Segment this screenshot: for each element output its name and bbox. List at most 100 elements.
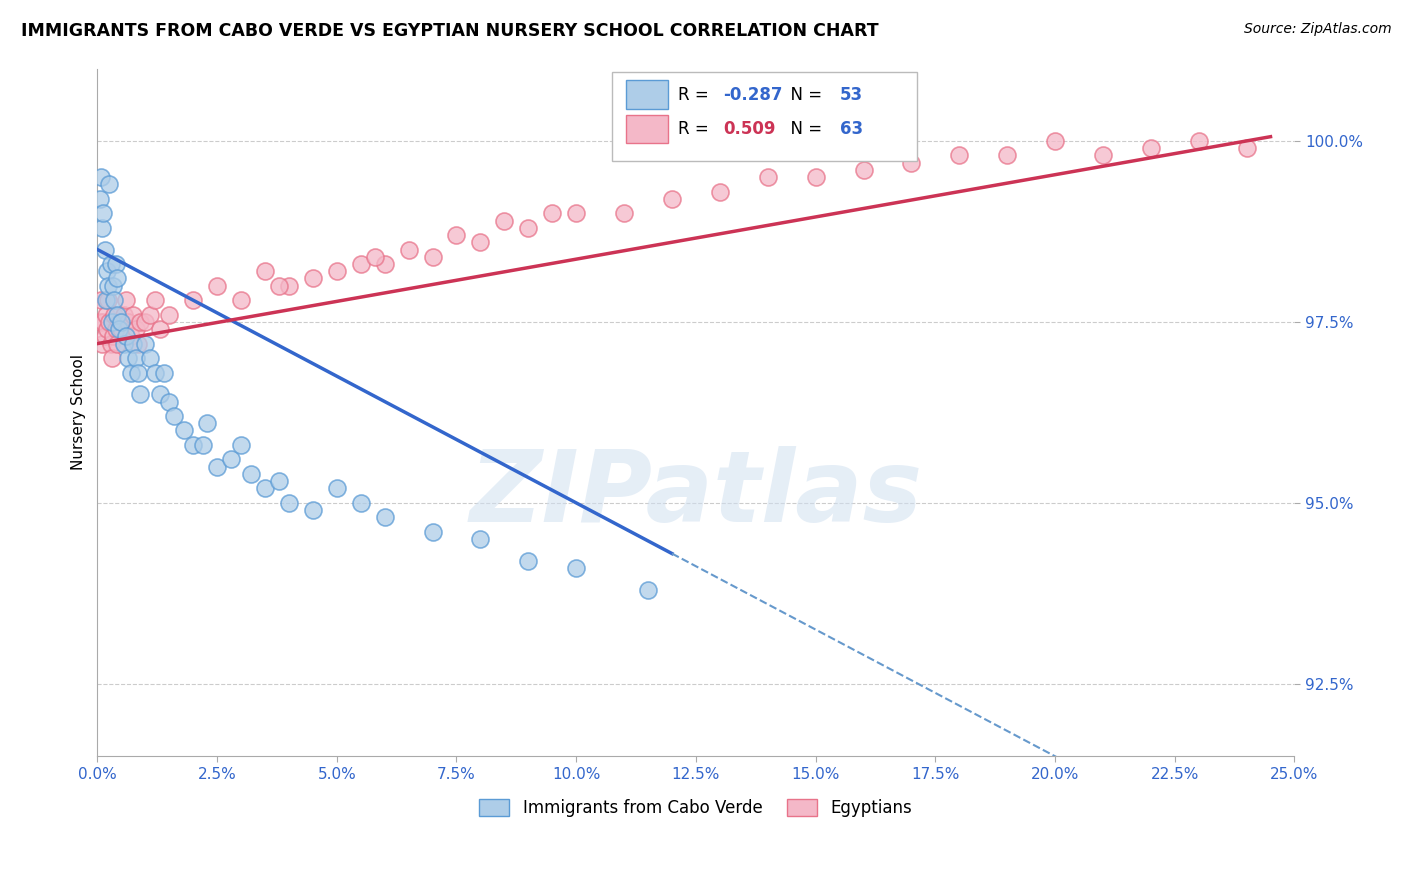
Point — [105, 308, 128, 322]
Point — [94, 293, 117, 308]
Point — [107, 271, 129, 285]
Point — [948, 148, 970, 162]
Point — [470, 532, 492, 546]
Point — [143, 293, 166, 308]
Point — [613, 206, 636, 220]
Point — [229, 293, 252, 308]
Point — [541, 206, 564, 220]
Point — [153, 366, 176, 380]
Point — [120, 329, 142, 343]
FancyBboxPatch shape — [627, 80, 668, 109]
Point — [93, 329, 115, 343]
Point — [350, 257, 373, 271]
Point — [134, 336, 156, 351]
Point — [470, 235, 492, 250]
Point — [127, 366, 149, 380]
Text: -0.287: -0.287 — [724, 86, 783, 103]
Point — [205, 278, 228, 293]
Point — [122, 308, 145, 322]
Point — [229, 438, 252, 452]
Point — [364, 250, 387, 264]
Point — [900, 155, 922, 169]
Point — [97, 278, 120, 293]
Point — [163, 409, 186, 423]
Point — [105, 336, 128, 351]
Text: R =: R = — [678, 120, 720, 138]
Point — [1188, 134, 1211, 148]
Point — [98, 315, 121, 329]
Point — [756, 170, 779, 185]
Point — [110, 315, 132, 329]
FancyBboxPatch shape — [612, 72, 917, 161]
Point — [89, 192, 111, 206]
Point — [637, 582, 659, 597]
Point — [517, 220, 540, 235]
Point — [120, 366, 142, 380]
Point — [127, 336, 149, 351]
Point — [139, 308, 162, 322]
Point — [157, 394, 180, 409]
Point — [326, 482, 349, 496]
Text: R =: R = — [678, 86, 714, 103]
Text: 53: 53 — [839, 86, 863, 103]
Point — [149, 387, 172, 401]
Point — [398, 243, 420, 257]
Point — [134, 315, 156, 329]
Point — [100, 315, 122, 329]
Point — [97, 293, 120, 308]
Point — [149, 322, 172, 336]
Point — [90, 293, 112, 308]
Point — [122, 336, 145, 351]
Point — [374, 257, 396, 271]
Point — [374, 510, 396, 524]
Point — [98, 178, 121, 192]
Point — [108, 322, 131, 336]
Point — [103, 293, 125, 308]
Point — [100, 257, 122, 271]
Text: N =: N = — [780, 120, 827, 138]
Point — [709, 185, 731, 199]
Legend: Immigrants from Cabo Verde, Egyptians: Immigrants from Cabo Verde, Egyptians — [472, 792, 920, 823]
Point — [804, 170, 827, 185]
Point — [101, 329, 124, 343]
Point — [1043, 134, 1066, 148]
Point — [191, 438, 214, 452]
Point — [91, 206, 114, 220]
Point — [277, 496, 299, 510]
Point — [91, 336, 114, 351]
Point — [517, 554, 540, 568]
Point — [143, 366, 166, 380]
Point — [91, 315, 114, 329]
Point — [197, 416, 219, 430]
Point — [253, 482, 276, 496]
Point — [661, 192, 683, 206]
Point — [494, 213, 516, 227]
Point — [91, 220, 114, 235]
Point — [93, 243, 115, 257]
Point — [173, 424, 195, 438]
Point — [129, 387, 152, 401]
Point — [995, 148, 1018, 162]
Point — [852, 162, 875, 177]
Point — [565, 561, 588, 575]
Point — [104, 322, 127, 336]
Point — [139, 351, 162, 365]
Point — [181, 293, 204, 308]
Point — [253, 264, 276, 278]
Point — [350, 496, 373, 510]
Point — [301, 271, 323, 285]
Point — [422, 524, 444, 539]
Point — [103, 308, 125, 322]
Text: 63: 63 — [839, 120, 863, 138]
Text: Source: ZipAtlas.com: Source: ZipAtlas.com — [1244, 22, 1392, 37]
Point — [112, 308, 135, 322]
Point — [157, 308, 180, 322]
Point — [124, 322, 146, 336]
Point — [117, 315, 139, 329]
Point — [94, 308, 117, 322]
Point — [110, 322, 132, 336]
Point — [101, 278, 124, 293]
Point — [100, 336, 122, 351]
Point — [205, 459, 228, 474]
Point — [269, 474, 291, 488]
